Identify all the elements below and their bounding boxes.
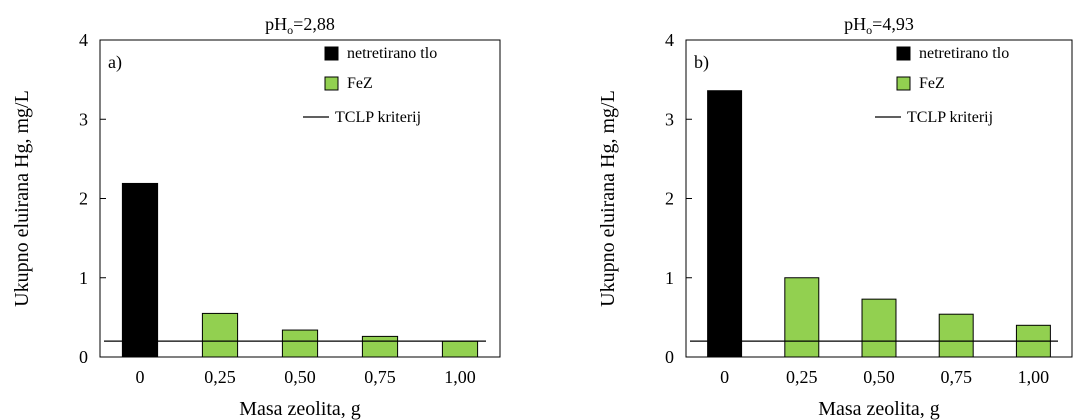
chart-title-suffix: =4,93	[872, 14, 914, 34]
chart-title-prefix: pH	[844, 14, 866, 34]
legend-swatch-fez	[896, 76, 911, 91]
chart-panel-a: 0 1 2 3 4 0 0,25 0,50 0,75 1,00 pHo=2,88 a) netretir…	[11, 14, 501, 420]
bar-fez	[441, 340, 479, 358]
x-tick-label: 0,75	[364, 367, 396, 387]
bar-fez	[784, 277, 820, 358]
legend-swatch-untreated	[896, 46, 911, 61]
x-tick-label: 0,75	[940, 367, 972, 387]
legend-swatch-untreated	[324, 46, 339, 61]
chart-title-prefix: pH	[265, 14, 287, 34]
bar-fez	[201, 312, 239, 358]
legend-label-fez: FeZ	[347, 75, 373, 92]
y-tick-label: 4	[79, 30, 88, 50]
x-tick-label: 1,00	[1018, 367, 1050, 387]
y-tick-label: 2	[665, 189, 674, 209]
x-tick-label: 0,50	[863, 367, 895, 387]
y-tick-label: 1	[79, 268, 88, 288]
chart-title-subscript: o	[287, 23, 293, 37]
y-tick-label: 1	[665, 268, 674, 288]
y-axis-label: Ukupno eluirana Hg, mg/L	[11, 90, 33, 307]
bar-fez	[861, 298, 897, 358]
y-tick-label: 3	[79, 109, 88, 129]
x-tick-label: 0,25	[786, 367, 818, 387]
y-tick-label: 4	[665, 30, 674, 50]
legend: netretirano tlo FeZ TCLP kriterij	[303, 45, 437, 126]
x-tick-label: 0,50	[284, 367, 316, 387]
bar-fez	[281, 329, 319, 358]
bar-untreated-soil	[707, 90, 743, 358]
x-tick-label: 0	[136, 367, 145, 387]
y-tick-label: 0	[665, 347, 674, 367]
y-axis-label: Ukupno eluirana Hg, mg/L	[597, 90, 619, 307]
bar-fez	[938, 313, 974, 358]
panel-label: a)	[108, 52, 122, 73]
bar-fez	[361, 335, 399, 358]
legend-label-fez: FeZ	[919, 75, 945, 92]
chart-title: pHo=4,93	[844, 14, 914, 37]
x-axis-label: Masa zeolita, g	[239, 398, 361, 420]
plot-frame	[99, 39, 501, 358]
legend-label-tclp: TCLP kriterij	[335, 109, 421, 126]
chart-title-subscript: o	[866, 23, 872, 37]
y-tick-label: 3	[665, 109, 674, 129]
legend: netretirano tlo FeZ TCLP kriterij	[875, 45, 1009, 126]
x-tick-label: 0,25	[204, 367, 236, 387]
legend-swatch-fez	[324, 76, 339, 91]
y-tick-label: 2	[79, 189, 88, 209]
chart-title: pHo=2,88	[265, 14, 335, 37]
legend-label-untreated: netretirano tlo	[919, 45, 1009, 62]
y-tick-label: 0	[79, 347, 88, 367]
x-tick-label: 1,00	[444, 367, 476, 387]
bar-untreated-soil	[121, 182, 159, 358]
panel-label: b)	[694, 52, 709, 73]
legend-label-untreated: netretirano tlo	[347, 45, 437, 62]
x-axis-label: Masa zeolita, g	[818, 398, 940, 420]
legend-label-tclp: TCLP kriterij	[907, 109, 993, 126]
x-tick-label: 0	[720, 367, 729, 387]
chart-title-suffix: =2,88	[293, 14, 335, 34]
chart-panel-b: 0 1 2 3 4 0 0,25 0,50 0,75 1,00 pHo=4,93 b) netretir…	[597, 14, 1073, 420]
